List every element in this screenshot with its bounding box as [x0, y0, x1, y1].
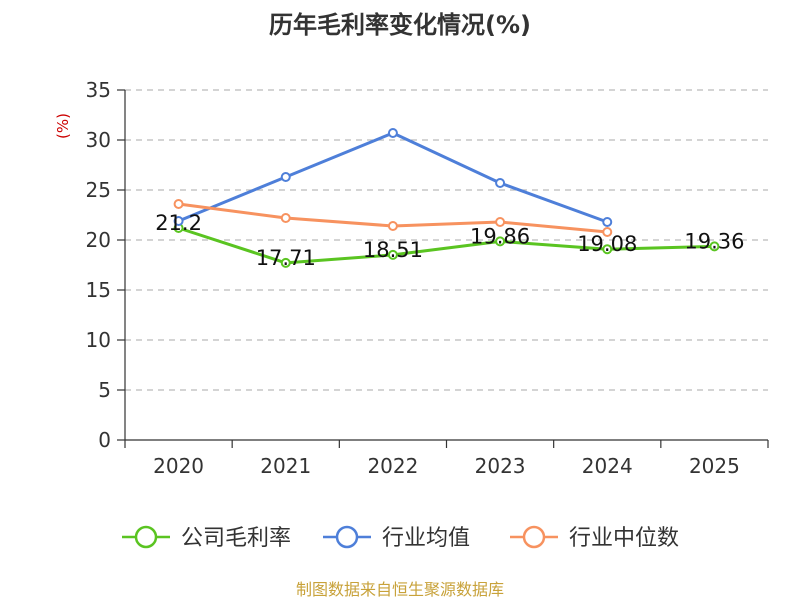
data-point-1-2[interactable] — [387, 128, 398, 138]
data-point-2-0[interactable] — [173, 199, 184, 209]
x-tick-label-2024: 2024 — [582, 454, 633, 478]
x-tick-label-2025: 2025 — [689, 454, 740, 478]
chart-title: 历年毛利率变化情况(%) — [269, 11, 531, 39]
y-axis-label: (%) — [54, 113, 72, 139]
legend-marker-icon — [134, 525, 158, 549]
series-line-1 — [178, 131, 608, 224]
data-point-1-3[interactable] — [495, 178, 506, 188]
data-point-0-2[interactable] — [387, 249, 398, 260]
x-tick-label-2023: 2023 — [475, 454, 526, 478]
series-2 — [173, 199, 613, 237]
legend-label: 行业中位数 — [569, 526, 679, 551]
data-label-4: 19.08 — [577, 232, 637, 256]
data-labels: 21.2 17.71 18.51 19.86 19.08 19.36 — [155, 211, 744, 270]
data-point-2-4[interactable] — [602, 227, 613, 237]
data-point-0-5[interactable] — [709, 241, 720, 252]
data-point-2-1[interactable] — [280, 213, 291, 223]
grid-lines — [125, 89, 768, 391]
data-label-2: 18.51 — [363, 238, 423, 262]
data-label-3: 19.86 — [470, 224, 530, 248]
y-tick-label-25: 25 — [86, 178, 111, 202]
legend-item-2[interactable]: 行业中位数 — [510, 525, 679, 551]
legend-item-0[interactable]: 公司毛利率 — [122, 525, 291, 551]
data-point-1-1[interactable] — [280, 172, 291, 182]
x-tick-label-2020: 2020 — [153, 454, 204, 478]
y-tick-label-5: 5 — [98, 378, 111, 402]
legend-item-1[interactable]: 行业均值 — [323, 525, 470, 551]
data-source-note: 制图数据来自恒生聚源数据库 — [296, 580, 504, 599]
legend-label: 公司毛利率 — [181, 526, 291, 551]
y-tick-label-35: 35 — [86, 78, 111, 102]
series-group — [173, 128, 720, 268]
data-point-2-2[interactable] — [387, 221, 398, 231]
data-label-0: 21.2 — [155, 211, 202, 235]
data-point-0-3[interactable] — [495, 236, 506, 247]
y-tick-label-0: 0 — [98, 428, 111, 452]
x-tick-label-2022: 2022 — [367, 454, 418, 478]
series-line-0 — [178, 226, 715, 265]
legend-marker-icon — [522, 525, 546, 549]
y-tick-label-30: 30 — [86, 128, 111, 152]
series-1 — [173, 128, 613, 227]
legend-label: 行业均值 — [382, 526, 470, 551]
data-point-1-0[interactable] — [173, 216, 184, 226]
x-tick-label-2021: 2021 — [260, 454, 311, 478]
data-point-0-4[interactable] — [602, 244, 613, 255]
data-label-1: 17.71 — [256, 246, 316, 270]
data-point-2-3[interactable] — [495, 217, 506, 227]
legend-marker-icon — [335, 525, 359, 549]
data-label-5: 19.36 — [684, 229, 744, 253]
legend[interactable]: 公司毛利率 行业均值 行业中位数 — [122, 525, 679, 551]
y-tick-label-10: 10 — [86, 328, 111, 352]
data-point-0-1[interactable] — [280, 257, 291, 268]
data-point-1-4[interactable] — [602, 217, 613, 227]
y-tick-label-15: 15 — [86, 278, 111, 302]
y-tick-label-20: 20 — [86, 228, 111, 252]
